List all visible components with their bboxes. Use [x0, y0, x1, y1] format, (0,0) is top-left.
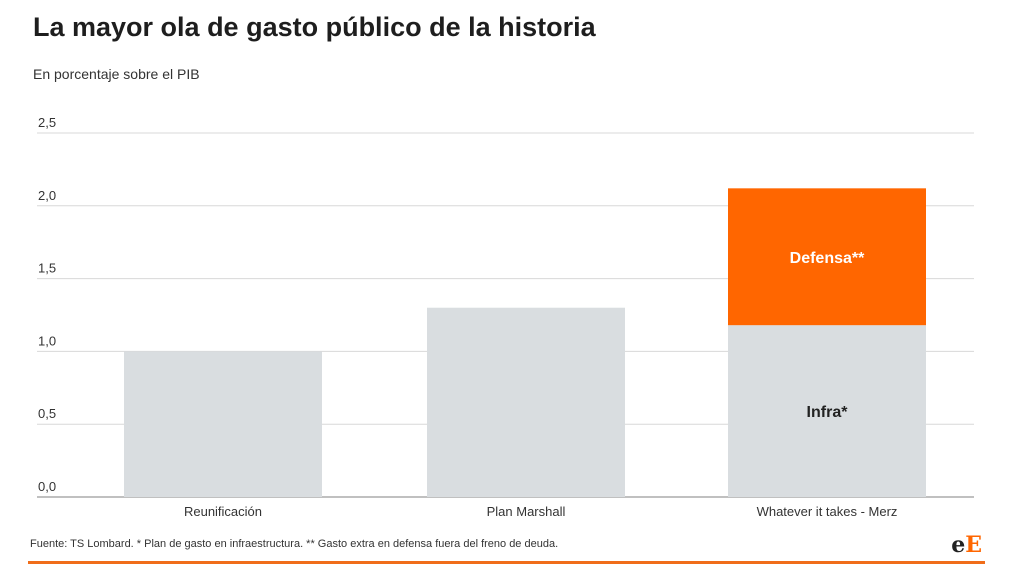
y-tick-label: 0,0: [38, 479, 56, 494]
segment-label: Defensa**: [790, 250, 865, 267]
y-tick-label: 2,5: [38, 115, 56, 130]
bar-segment: [728, 325, 926, 497]
logo-letter-E: E: [965, 532, 982, 558]
eleconomista-logo: eE: [951, 532, 982, 558]
y-tick-label: 2,0: [38, 188, 56, 203]
y-tick-label: 0,5: [38, 406, 56, 421]
y-tick-label: 1,5: [38, 261, 56, 276]
source-footnote: Fuente: TS Lombard. * Plan de gasto en i…: [30, 538, 559, 550]
x-tick-label: Whatever it takes - Merz: [757, 504, 898, 519]
segment-label: Infra*: [807, 404, 849, 421]
bar-chart: 0,0 0,5 1,0 1,5 2,0 2,5 Reunificación Plan Mars…: [37, 115, 974, 519]
y-tick-label: 1,0: [38, 333, 56, 348]
chart-subtitle: En porcentaje sobre el PIB: [33, 66, 200, 82]
logo-letter-e: e: [951, 532, 966, 558]
bar-segment: [124, 351, 322, 497]
bar-segment: [427, 307, 625, 497]
footer-divider: [28, 561, 985, 564]
chart-title: La mayor ola de gasto público de la hist…: [33, 12, 596, 42]
bar-segment: [728, 188, 926, 326]
x-tick-label: Reunificación: [184, 504, 262, 519]
x-tick-label: Plan Marshall: [487, 504, 566, 519]
